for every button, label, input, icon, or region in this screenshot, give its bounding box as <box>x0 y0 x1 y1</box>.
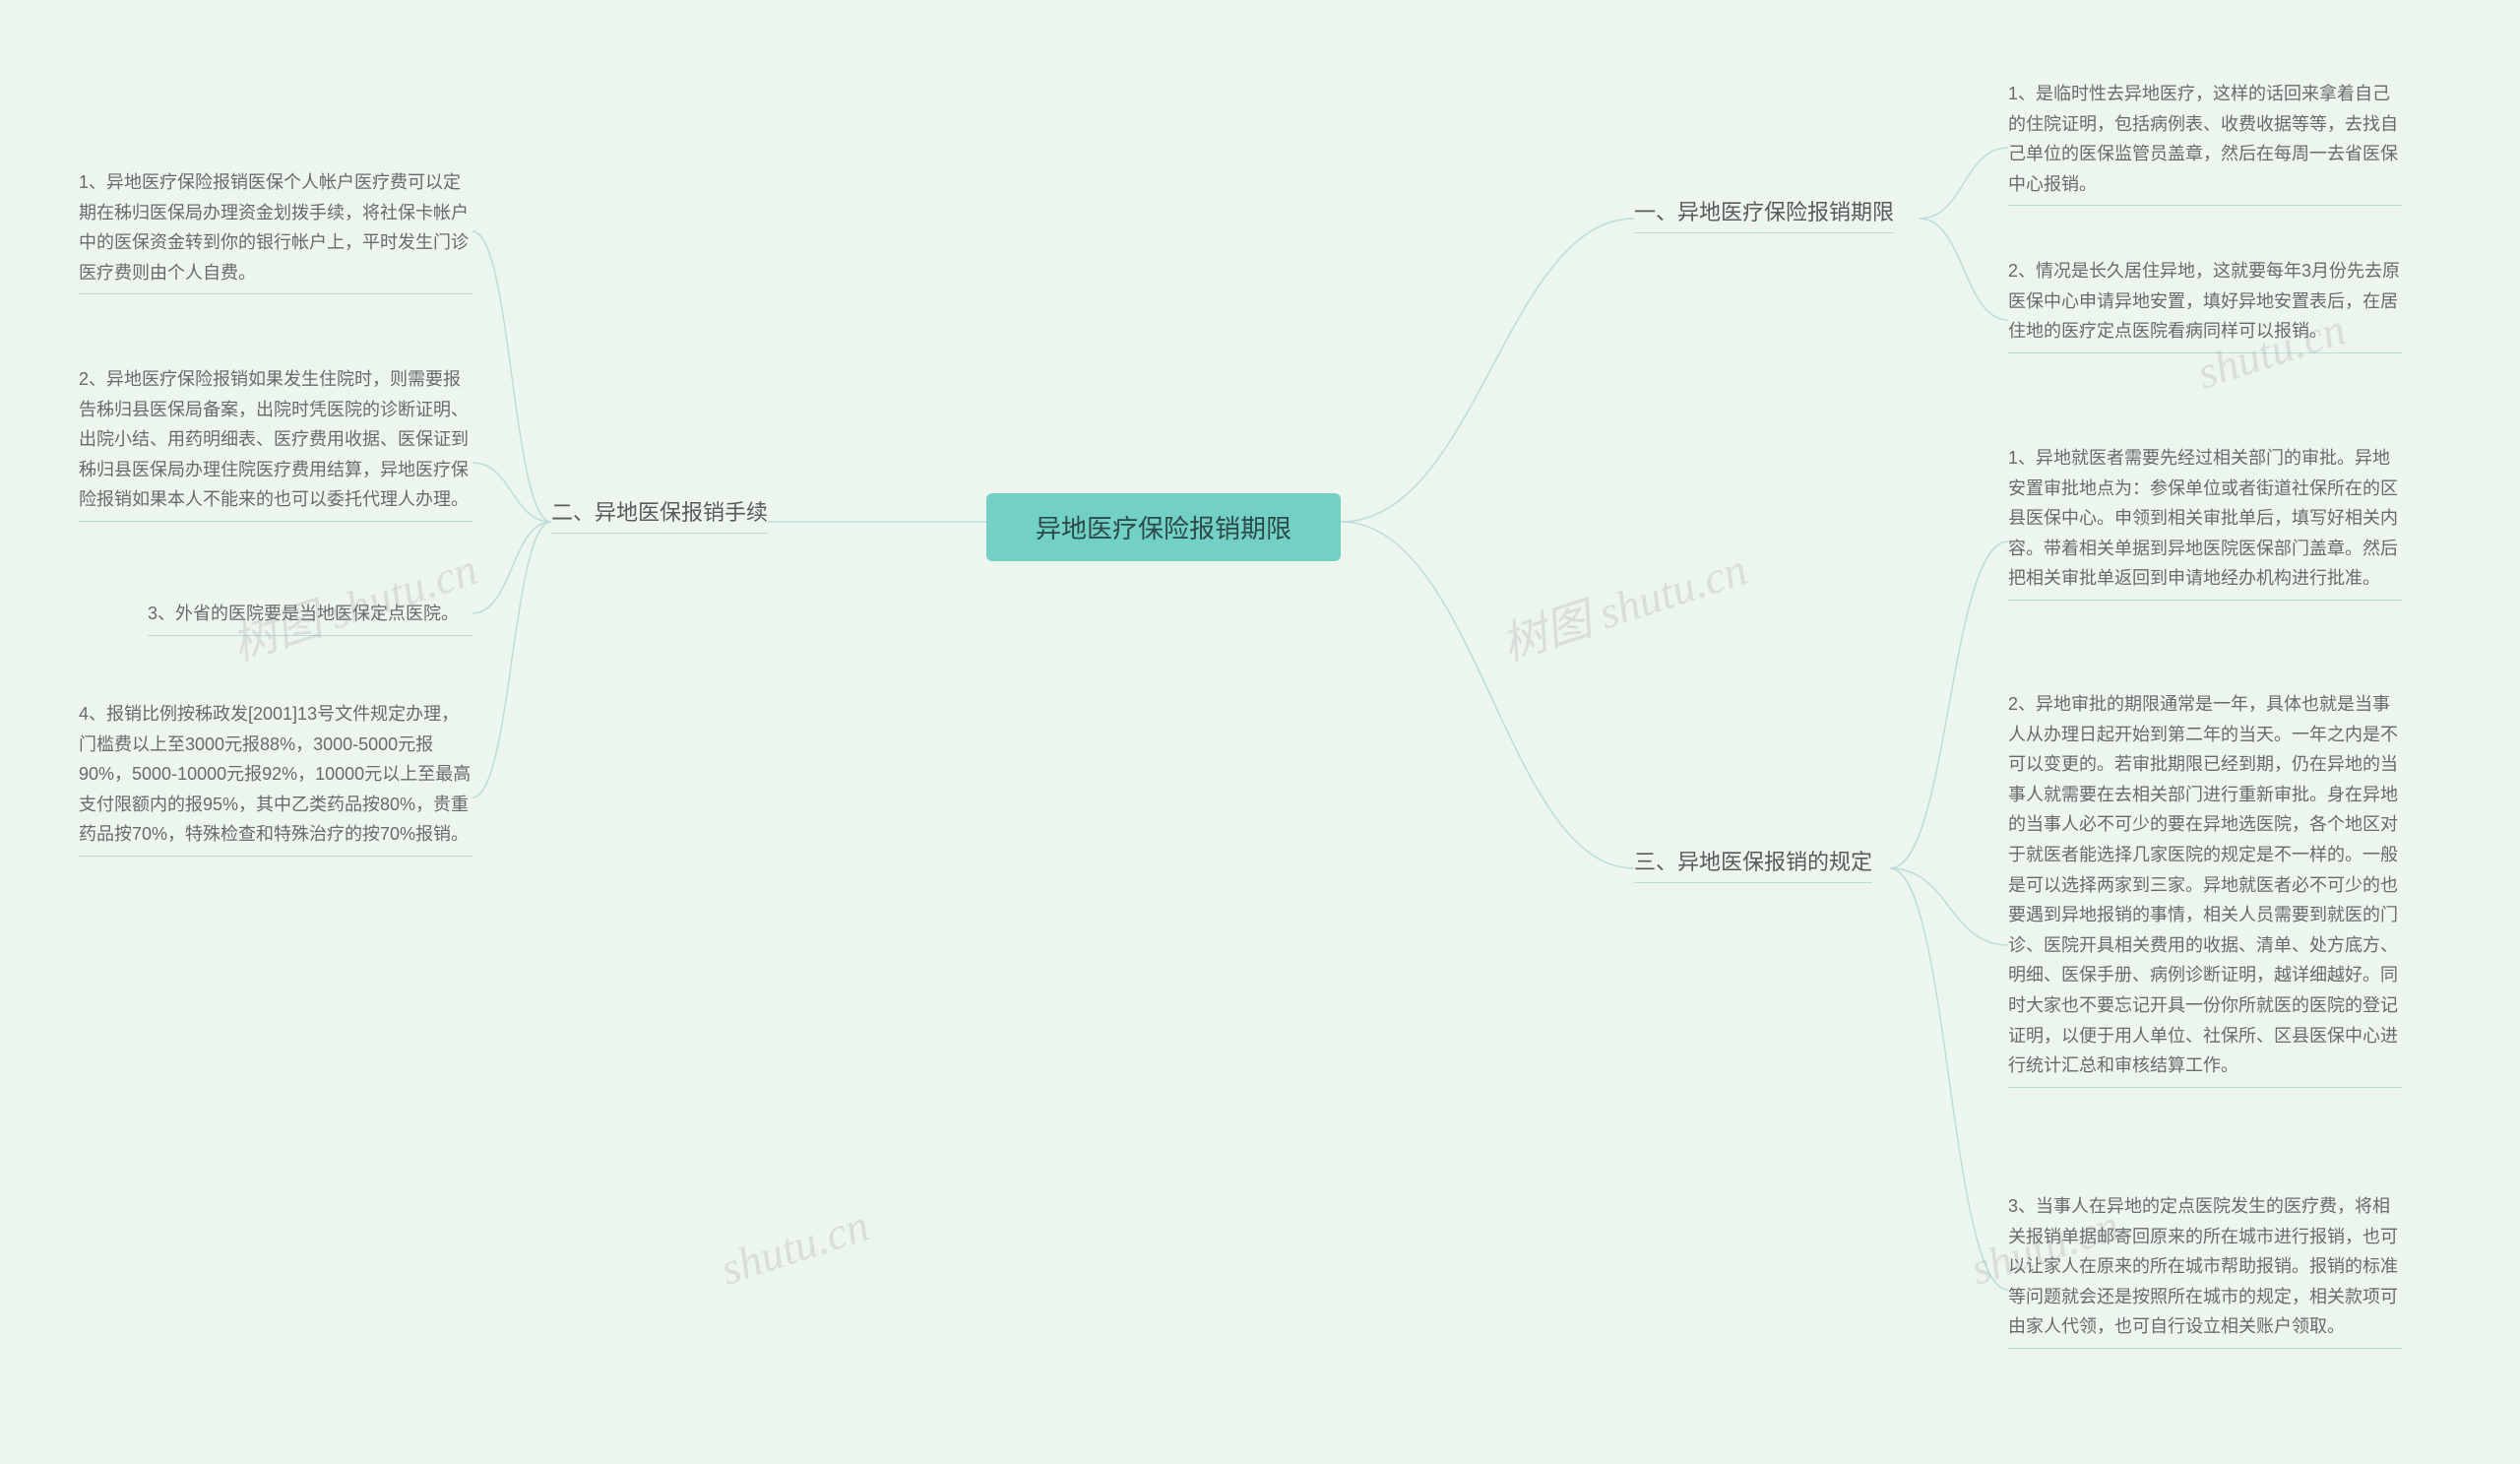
mindmap-canvas: 异地医疗保险报销期限 一、异地医疗保险报销期限 1、是临时性去异地医疗，这样的话… <box>0 0 2520 1464</box>
leaf-left-1-1: 1、异地医疗保险报销医保个人帐户医疗费可以定期在秭归医保局办理资金划拨手续，将社… <box>79 167 472 294</box>
leaf-left-1-4: 4、报销比例按秭政发[2001]13号文件规定办理，门槛费以上至3000元报88… <box>79 699 472 857</box>
leaf-right-2-3: 3、当事人在异地的定点医院发生的医疗费，将相关报销单据邮寄回原来的所在城市进行报… <box>2008 1191 2402 1349</box>
leaf-left-1-2: 2、异地医疗保险报销如果发生住院时，则需要报告秭归县医保局备案，出院时凭医院的诊… <box>79 364 472 522</box>
leaf-right-2-1: 1、异地就医者需要先经过相关部门的审批。异地安置审批地点为：参保单位或者街道社保… <box>2008 443 2402 601</box>
center-node[interactable]: 异地医疗保险报销期限 <box>986 493 1341 561</box>
leaf-right-1-1: 1、是临时性去异地医疗，这样的话回来拿着自己的住院证明，包括病例表、收费收据等等… <box>2008 79 2402 206</box>
leaf-right-2-2: 2、异地审批的期限通常是一年，具体也就是当事人从办理日起开始到第二年的当天。一年… <box>2008 689 2402 1088</box>
leaf-right-1-2: 2、情况是长久居住异地，这就要每年3月份先去原医保中心申请异地安置，填好异地安置… <box>2008 256 2402 353</box>
leaf-left-1-3: 3、外省的医院要是当地医保定点医院。 <box>148 599 472 636</box>
watermark: shutu.cn <box>715 1198 875 1295</box>
branch-left-1[interactable]: 二、异地医保报销手续 <box>551 495 768 534</box>
branch-right-1[interactable]: 一、异地医疗保险报销期限 <box>1634 195 1894 233</box>
branch-right-2[interactable]: 三、异地医保报销的规定 <box>1634 845 1872 883</box>
watermark: 树图 shutu.cn <box>1492 534 1754 674</box>
